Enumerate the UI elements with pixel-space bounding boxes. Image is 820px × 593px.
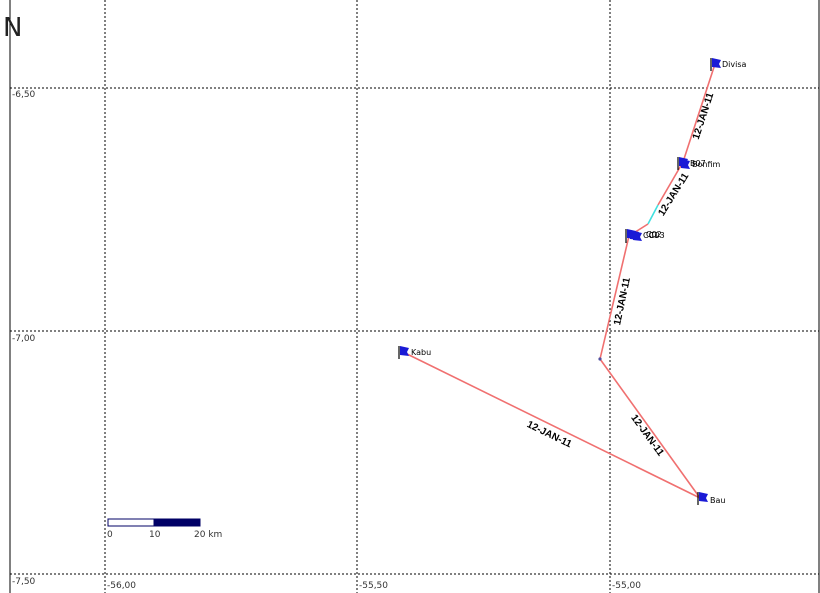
lat-tick-label: -6,50 [12, 90, 36, 100]
lon-tick-label: -56,00 [107, 581, 136, 591]
scale-bar: 0 10 20 km [107, 518, 222, 540]
north-arrow-icon: N [3, 13, 22, 43]
place-label: C02 [646, 230, 662, 239]
scale-bar-segment [107, 518, 155, 527]
track-segment[interactable] [599, 235, 630, 360]
flag-icon [400, 346, 409, 356]
segment-date-label: 12-JAN-11 [612, 276, 633, 326]
lat-tick-label: -7,00 [12, 334, 36, 344]
track-segment[interactable] [402, 351, 701, 499]
track-vertex [598, 357, 602, 361]
lon-tick-label: -55,00 [612, 581, 641, 591]
track-segment-highlight[interactable] [647, 204, 659, 225]
lon-tick-label: -55,50 [359, 581, 388, 591]
flag-icon [699, 492, 708, 502]
flag-icon [712, 58, 721, 68]
place-marker-divisa[interactable]: Divisa [710, 58, 747, 71]
track-segment[interactable] [682, 63, 716, 163]
track-segment[interactable] [657, 161, 684, 206]
scale-label: 20 km [194, 530, 222, 540]
segment-date-label: 12-JAN-11 [628, 413, 666, 459]
flag-icon [681, 159, 690, 169]
overlap-place-label: B07 [690, 159, 706, 168]
place-label: Bonfim [692, 160, 720, 169]
place-marker-kabu[interactable]: Kabu [398, 346, 431, 359]
place-marker-bau[interactable]: Bau [697, 492, 725, 505]
lat-tick-label: -7,50 [12, 577, 36, 587]
overlap-place-label: C01 [643, 231, 659, 240]
segment-date-label: 12-JAN-11 [691, 91, 717, 141]
place-marker-bonfim[interactable]: Bonfim B07 [677, 157, 720, 170]
place-marker-c02[interactable]: C01 C02 C03 [625, 229, 665, 243]
flag-icon [633, 231, 642, 241]
place-label: Divisa [722, 60, 747, 69]
place-label: Kabu [411, 348, 431, 357]
track-segment[interactable] [599, 358, 701, 499]
scale-bar-segment [153, 518, 201, 527]
scale-label: 0 [107, 530, 113, 540]
overlap-place-label: C03 [649, 231, 665, 240]
place-label: Bau [710, 496, 725, 505]
scale-label: 10 [149, 530, 161, 540]
